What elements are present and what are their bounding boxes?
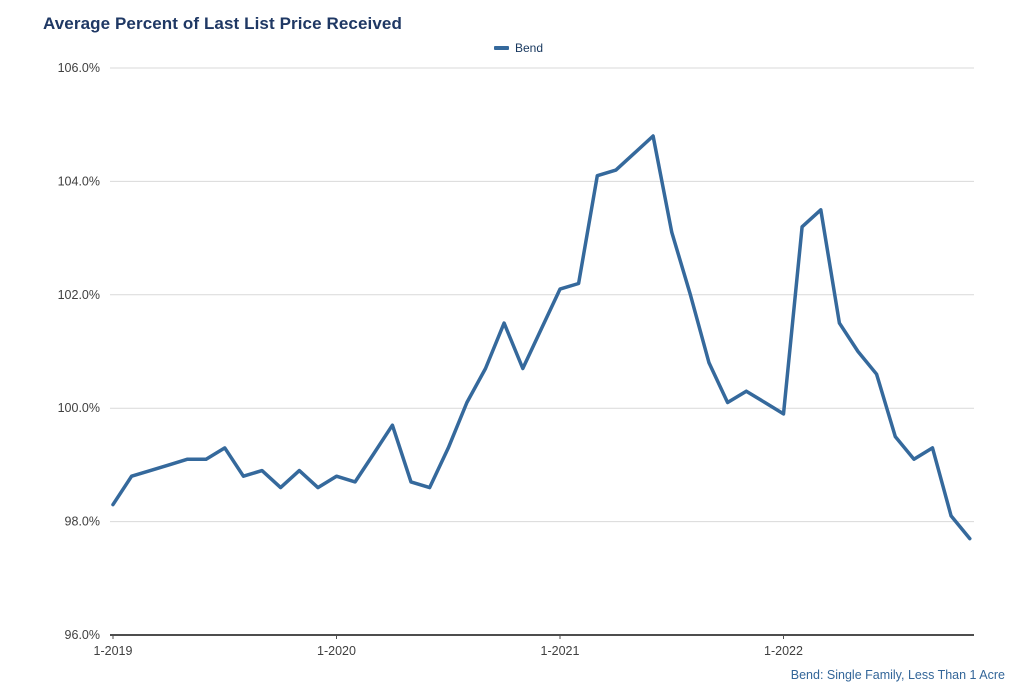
- y-tick-label: 102.0%: [58, 288, 100, 302]
- y-tick-label: 106.0%: [58, 61, 100, 75]
- legend: Bend: [494, 41, 543, 55]
- x-tick-label: 1-2019: [94, 644, 133, 658]
- x-tick-label: 1-2020: [317, 644, 356, 658]
- x-tick-label: 1-2021: [541, 644, 580, 658]
- legend-series-label: Bend: [515, 41, 544, 55]
- legend-line-swatch: [494, 46, 509, 50]
- series-line-bend: [111, 134, 972, 541]
- y-tick-label: 98.0%: [65, 515, 100, 529]
- chart-footnote: Bend: Single Family, Less Than 1 Acre: [790, 668, 1005, 682]
- y-tick-label: 104.0%: [58, 174, 100, 188]
- y-tick-label: 100.0%: [58, 401, 100, 415]
- chart-title: Average Percent of Last List Price Recei…: [43, 14, 402, 33]
- y-tick-label: 96.0%: [65, 628, 100, 642]
- x-tick-label: 1-2022: [764, 644, 803, 658]
